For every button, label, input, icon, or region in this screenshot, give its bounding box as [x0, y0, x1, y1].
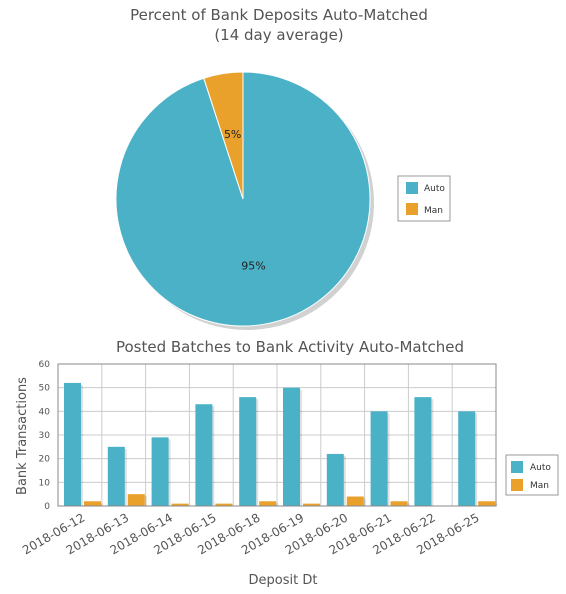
bar-auto-2018-06-22 [414, 397, 432, 506]
pie-legend-swatch-man [406, 203, 418, 215]
bar-auto-2018-06-12 [64, 382, 81, 506]
pie-legend-label-man: Man [424, 206, 443, 216]
pie-slice-man [203, 71, 244, 200]
plot-frame [57, 363, 497, 507]
pie-slice-label-man: 5% [224, 128, 241, 141]
bar-chart: Posted Batches to Bank Activity Auto-Mat… [15, 338, 559, 588]
bar-legend-swatch-auto [511, 461, 523, 473]
bar-auto-2018-06-14 [151, 437, 169, 506]
pie-legend-swatch-auto [406, 182, 418, 194]
pie-slices [115, 71, 374, 330]
y-tick-label: 50 [39, 384, 51, 394]
pie-slice-label-auto: 95% [241, 259, 265, 272]
pie-legend-label-auto: Auto [424, 184, 445, 194]
bar-auto-2018-06-15 [195, 404, 213, 506]
bar-auto-2018-06-25 [458, 411, 476, 506]
bar-title: Posted Batches to Bank Activity Auto-Mat… [116, 338, 464, 356]
bar-auto-2018-06-18 [239, 397, 257, 506]
bar-series [64, 382, 498, 506]
bar-man-2018-06-25 [478, 501, 496, 506]
bar-man-2018-06-15 [215, 503, 233, 506]
bar-auto-2018-06-21 [370, 411, 388, 506]
bar-legend: Auto Man [505, 454, 559, 496]
pie-legend: Auto Man [397, 175, 451, 222]
bar-man-2018-06-20 [346, 496, 364, 506]
bar-legend-label-man: Man [530, 481, 549, 491]
pie-title: Percent of Bank Deposits Auto-Matched [130, 6, 428, 24]
bar-legend-swatch-man [511, 479, 523, 491]
y-axis-title: Bank Transactions [15, 377, 30, 495]
bar-man-2018-06-12 [84, 501, 101, 506]
y-tick-label: 20 [39, 455, 51, 465]
y-tick-label: 30 [39, 431, 51, 441]
bar-man-2018-06-13 [127, 494, 145, 506]
y-axis-ticks: 0 10 20 30 40 50 60 [39, 360, 51, 512]
x-axis-ticks: 2018-06-122018-06-132018-06-142018-06-15… [20, 510, 482, 557]
bar-legend-label-auto: Auto [530, 463, 551, 473]
y-tick-label: 0 [44, 502, 50, 512]
bar-man-2018-06-21 [390, 501, 408, 506]
pie-labels: 95% 5% [224, 128, 266, 273]
y-tick-label: 10 [39, 478, 51, 488]
y-tick-label: 40 [39, 407, 51, 417]
bar-auto-2018-06-20 [326, 453, 344, 506]
y-tick-label: 60 [39, 360, 51, 370]
bar-auto-2018-06-19 [283, 387, 300, 506]
bar-man-2018-06-18 [259, 501, 277, 506]
bar-man-2018-06-14 [171, 503, 189, 506]
pie-subtitle: (14 day average) [214, 26, 343, 44]
pie-chart: Percent of Bank Deposits Auto-Matched (1… [115, 6, 451, 330]
bar-man-2018-06-19 [303, 503, 320, 506]
x-axis-title: Deposit Dt [249, 573, 318, 588]
bar-auto-2018-06-13 [107, 446, 125, 506]
